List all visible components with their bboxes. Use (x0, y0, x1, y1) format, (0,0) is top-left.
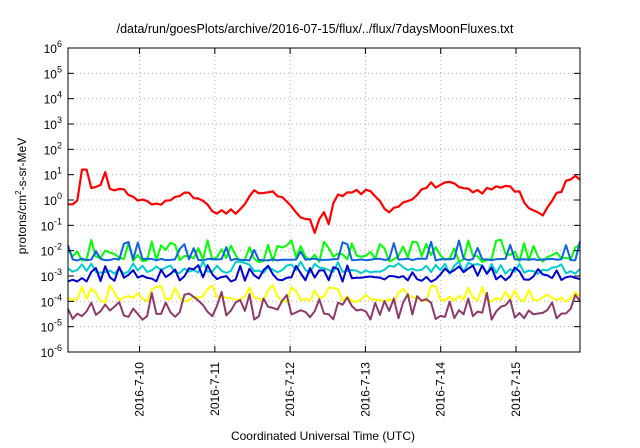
x-tick-label: 2016-7-12 (283, 362, 297, 417)
x-axis-label: Coordinated Universal Time (UTC) (231, 429, 415, 443)
series-line-2 (67, 239, 581, 262)
y-tick-base: 10 (44, 42, 58, 56)
y-tick-label: 102 (44, 140, 62, 157)
y-tick-label: 103 (44, 115, 62, 132)
y-tick-exponent: 4 (57, 90, 62, 100)
y-tick-label: 104 (44, 90, 62, 107)
series-line-3 (67, 260, 581, 275)
series-line-5 (67, 284, 581, 303)
y-tick-base: 10 (41, 219, 55, 233)
series-layer (67, 168, 581, 321)
y-label-post: -s-sr-MeV (15, 138, 29, 191)
y-tick-label: 10-4 (41, 292, 62, 309)
x-tick-label: 2016-7-11 (208, 362, 222, 416)
y-tick-base: 10 (44, 93, 58, 107)
y-label-sup: 2 (14, 190, 23, 195)
y-tick-label: 100 (44, 191, 62, 208)
y-tick-exponent: -5 (54, 318, 62, 328)
y-tick-label: 105 (44, 64, 62, 81)
y-tick-exponent: 0 (57, 191, 62, 201)
x-tick-label: 2016-7-10 (133, 362, 147, 417)
y-tick-base: 10 (44, 118, 58, 132)
x-axis-ticks: 2016-7-10 2016-7-11 2016-7-12 2016-7-13 2016… (133, 48, 523, 417)
series-line-4 (67, 264, 581, 283)
y-tick-exponent: 5 (57, 64, 62, 74)
y-tick-label: 10-5 (41, 318, 62, 335)
series-line-0 (68, 168, 581, 234)
y-tick-base: 10 (44, 67, 58, 81)
chart-grid (68, 48, 580, 352)
y-tick-base: 10 (41, 270, 55, 284)
y-tick-base: 10 (44, 143, 58, 157)
chart-title: /data/run/goesPlots/archive/2016-07-15/f… (117, 22, 514, 36)
y-tick-base: 10 (41, 346, 55, 360)
y-label-pre: protons/cm (15, 195, 29, 254)
y-tick-exponent: -4 (54, 292, 62, 302)
y-tick-label: 10-1 (41, 216, 62, 233)
y-tick-exponent: 1 (57, 166, 62, 176)
x-tick-label: 2016-7-13 (358, 362, 372, 417)
series-line-1 (67, 238, 581, 263)
x-tick-label: 2016-7-15 (509, 362, 523, 417)
y-tick-base: 10 (41, 245, 55, 259)
y-tick-label: 10-2 (41, 242, 62, 259)
y-tick-exponent: -3 (54, 267, 62, 277)
x-tick-label: 2016-7-14 (434, 362, 448, 417)
y-tick-exponent: 6 (57, 39, 62, 49)
y-tick-base: 10 (44, 169, 58, 183)
y-tick-label: 10-6 (41, 343, 62, 360)
y-axis-ticks: 10610510410310210110010-110-210-310-410-… (41, 39, 580, 360)
y-tick-base: 10 (44, 194, 58, 208)
y-tick-exponent: -2 (54, 242, 62, 252)
y-tick-base: 10 (41, 321, 55, 335)
y-tick-exponent: 3 (57, 115, 62, 125)
y-tick-exponent: -1 (54, 216, 62, 226)
series-line-6 (67, 291, 581, 321)
y-tick-label: 10-3 (41, 267, 62, 284)
y-tick-exponent: -6 (54, 343, 62, 353)
y-tick-label: 101 (44, 166, 62, 183)
y-tick-exponent: 2 (57, 140, 62, 150)
y-axis-label: protons/cm2-s-sr-MeV (14, 138, 29, 254)
y-tick-label: 106 (44, 39, 62, 56)
y-tick-base: 10 (41, 295, 55, 309)
